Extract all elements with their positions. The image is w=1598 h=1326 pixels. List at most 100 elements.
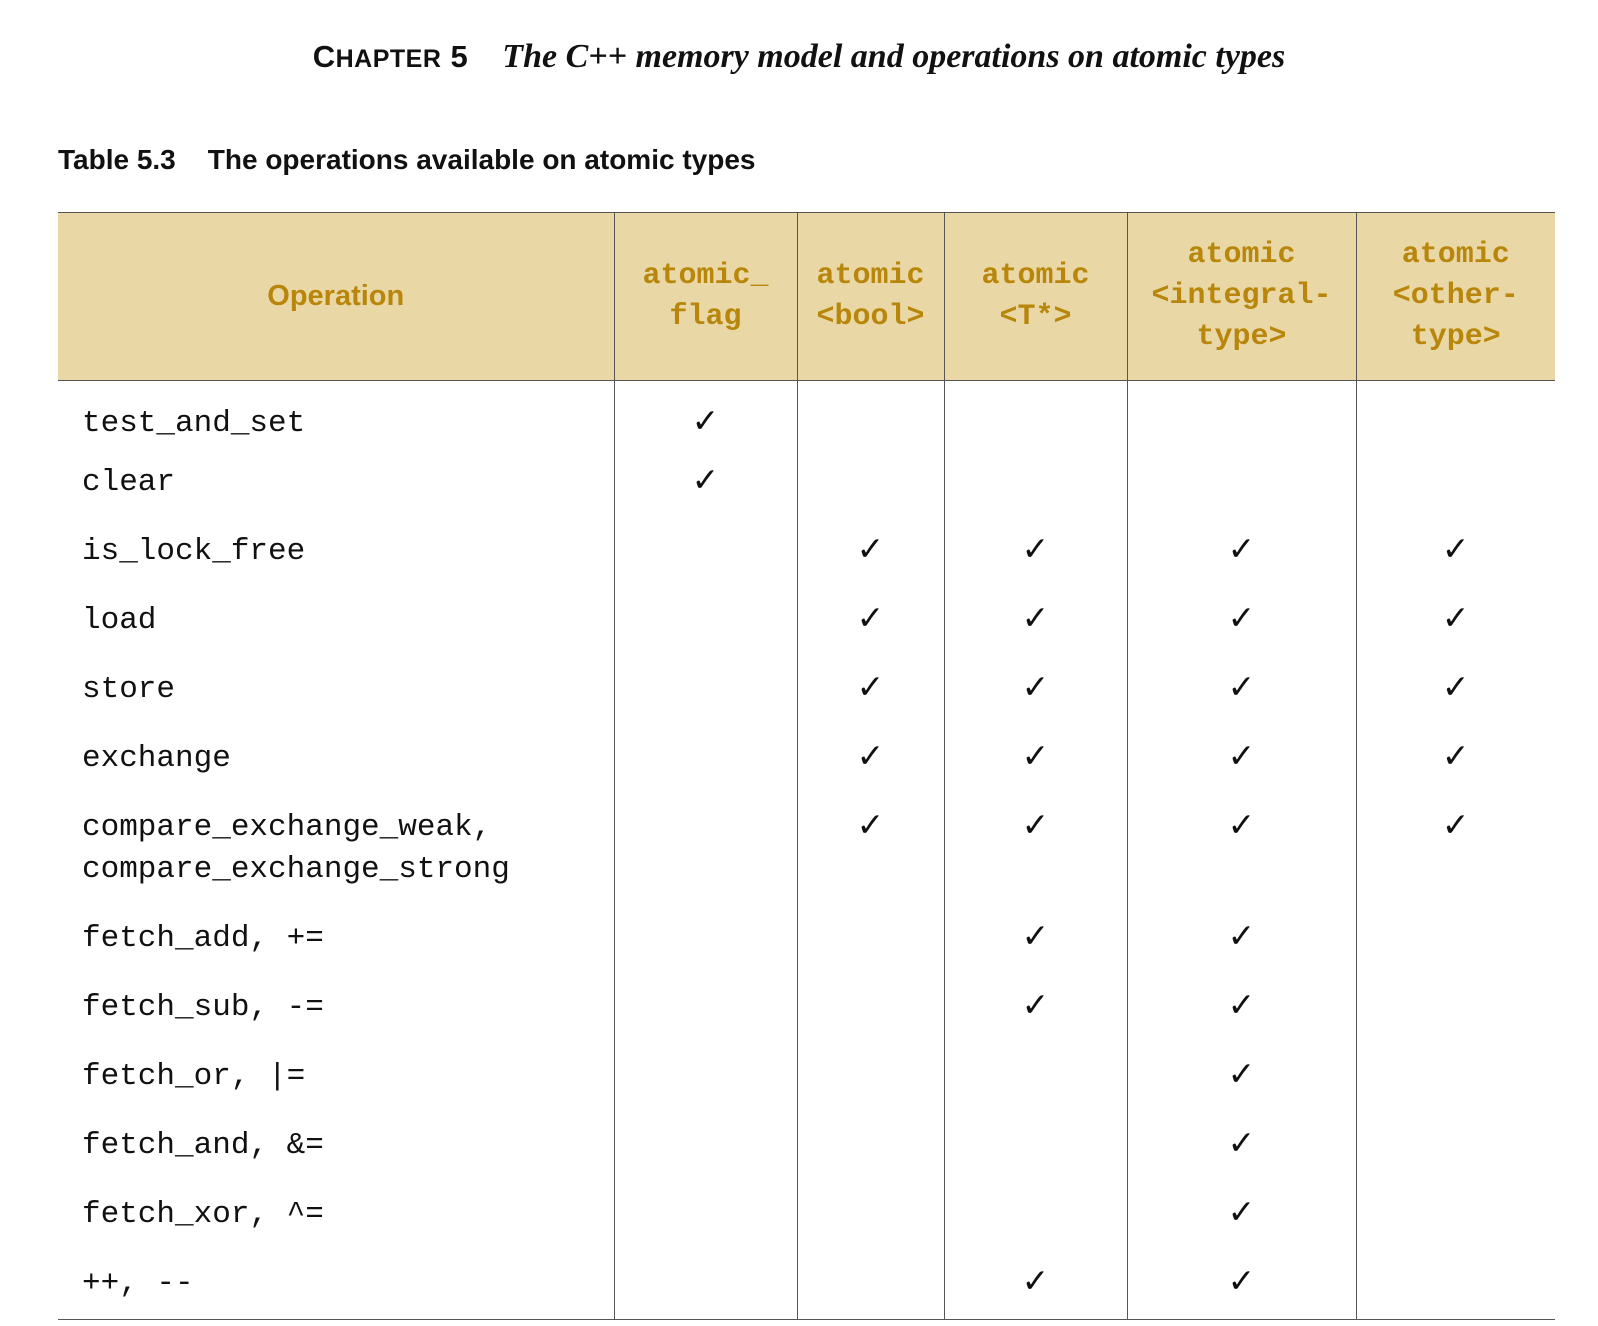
operation-cell: clear (58, 450, 614, 519)
check-mark-icon: ✓ (856, 597, 885, 637)
check-mark-icon: ✓ (1021, 1260, 1050, 1300)
support-cell-atomic-integral-type: ✓ (1126, 905, 1356, 975)
support-cell-atomic-integral-type: ✓ (1126, 794, 1356, 906)
check-mark-icon: ✓ (856, 666, 885, 706)
support-cell-atomic-bool: ✓ (796, 794, 944, 906)
support-cell-atomic-other-type (1355, 974, 1555, 1044)
support-cell-atomic-other-type (1355, 449, 1555, 519)
support-cell-atomic-pointer: ✓ (943, 725, 1127, 795)
check-mark-icon: ✓ (1021, 666, 1050, 706)
operation-name: load (82, 602, 157, 638)
table-caption: The operations available on atomic types (207, 144, 756, 175)
operation-cell: ++, -- (58, 1250, 614, 1320)
column-header-atomic-flag: atomic_ flag (613, 212, 797, 381)
support-cell-atomic-bool: ✓ (796, 656, 944, 726)
table-row: fetch_sub, -= ✓ ✓ (58, 974, 1555, 1044)
support-cell-atomic-integral-type: ✓ (1126, 725, 1356, 795)
support-cell-atomic-pointer (943, 1112, 1127, 1182)
support-cell-atomic-flag (613, 518, 797, 588)
check-mark-icon: ✓ (1441, 804, 1470, 844)
operation-cell: fetch_xor, ^= (58, 1182, 614, 1251)
check-mark-icon: ✓ (1021, 804, 1050, 844)
check-mark-icon: ✓ (1227, 597, 1256, 637)
support-cell-atomic-bool (796, 1181, 944, 1251)
table-row: fetch_and, &= ✓ (58, 1112, 1555, 1182)
check-mark-icon: ✓ (1227, 528, 1256, 568)
support-cell-atomic-other-type (1355, 1181, 1555, 1251)
support-cell-atomic-pointer: ✓ (943, 974, 1127, 1044)
support-cell-atomic-integral-type: ✓ (1126, 1112, 1356, 1182)
support-cell-atomic-bool: ✓ (796, 725, 944, 795)
support-cell-atomic-integral-type: ✓ (1126, 1250, 1356, 1320)
check-mark-icon: ✓ (691, 459, 720, 499)
chapter-number: 5 (450, 39, 469, 74)
column-header-atomic-integral-type: atomic <integral-type> (1126, 212, 1356, 381)
column-header-line: type> (1410, 320, 1501, 354)
support-cell-atomic-bool (796, 905, 944, 975)
support-cell-atomic-bool (796, 1112, 944, 1182)
table-row: test_and_set ✓ (58, 380, 1555, 450)
table-row: fetch_or, |= ✓ (58, 1043, 1555, 1113)
check-mark-icon: ✓ (1227, 984, 1256, 1024)
support-cell-atomic-integral-type: ✓ (1126, 587, 1356, 657)
operation-name: fetch_and, &= (82, 1127, 324, 1163)
column-header-line: <T*> (999, 299, 1072, 334)
support-cell-atomic-integral-type: ✓ (1126, 1181, 1356, 1251)
column-header-line: type> (1196, 320, 1287, 354)
check-mark-icon: ✓ (1227, 804, 1256, 844)
operation-name: fetch_xor, ^= (82, 1196, 324, 1232)
support-cell-atomic-bool (796, 974, 944, 1044)
support-cell-atomic-flag (613, 1250, 797, 1320)
column-header-line: Operation (267, 280, 405, 312)
operation-name: compare_exchange_weak, compare_exchange_… (82, 809, 510, 887)
support-cell-atomic-other-type: ✓ (1355, 725, 1555, 795)
support-cell-atomic-flag (613, 974, 797, 1044)
column-header-line: <other- (1392, 279, 1519, 313)
table-body: test_and_set ✓ clear ✓ is_lock_free ✓ ✓ ✓ ✓ load ✓… (58, 380, 1555, 1320)
support-cell-atomic-pointer (943, 449, 1127, 519)
support-cell-atomic-integral-type: ✓ (1126, 974, 1356, 1044)
operation-cell: store (58, 657, 614, 726)
table-row: store ✓ ✓ ✓ ✓ (58, 656, 1555, 726)
column-header-line: atomic_ (642, 258, 769, 293)
operation-name: store (82, 671, 176, 707)
check-mark-icon: ✓ (1227, 915, 1256, 955)
support-cell-atomic-flag (613, 725, 797, 795)
check-mark-icon: ✓ (1021, 984, 1050, 1024)
support-cell-atomic-pointer: ✓ (943, 905, 1127, 975)
support-cell-atomic-integral-type (1126, 380, 1356, 450)
check-mark-icon: ✓ (1227, 1260, 1256, 1300)
chapter-header: CHAPTER 5 The C++ memory model and operat… (0, 38, 1598, 76)
operation-name: exchange (82, 740, 231, 776)
operation-cell: fetch_or, |= (58, 1044, 614, 1113)
support-cell-atomic-flag: ✓ (613, 449, 797, 519)
table-row: exchange ✓ ✓ ✓ ✓ (58, 725, 1555, 795)
check-mark-icon: ✓ (1227, 1053, 1256, 1093)
support-cell-atomic-flag (613, 905, 797, 975)
table-row: is_lock_free ✓ ✓ ✓ ✓ (58, 518, 1555, 588)
check-mark-icon: ✓ (1227, 1191, 1256, 1231)
operation-name: fetch_or, |= (82, 1058, 306, 1094)
support-cell-atomic-pointer: ✓ (943, 587, 1127, 657)
support-cell-atomic-pointer (943, 380, 1127, 450)
operation-name: is_lock_free (82, 533, 306, 569)
operation-cell: compare_exchange_weak, compare_exchange_… (58, 795, 614, 906)
support-cell-atomic-other-type: ✓ (1355, 587, 1555, 657)
support-cell-atomic-flag (613, 587, 797, 657)
support-cell-atomic-flag (613, 1043, 797, 1113)
operation-cell: exchange (58, 726, 614, 795)
table-row: fetch_add, += ✓ ✓ (58, 905, 1555, 975)
chapter-label-rest: HAPTER (335, 45, 442, 73)
support-cell-atomic-bool: ✓ (796, 587, 944, 657)
table-row: fetch_xor, ^= ✓ (58, 1181, 1555, 1251)
operations-table: Operation atomic_ flag atomic <bool> atomic <T… (58, 212, 1555, 1320)
support-cell-atomic-integral-type (1126, 449, 1356, 519)
support-cell-atomic-integral-type: ✓ (1126, 656, 1356, 726)
table-header-row: Operation atomic_ flag atomic <bool> atomic <T… (58, 212, 1555, 381)
column-header-line: <integral- (1151, 279, 1332, 313)
operation-name: fetch_add, += (82, 920, 324, 956)
check-mark-icon: ✓ (1441, 597, 1470, 637)
support-cell-atomic-pointer: ✓ (943, 1250, 1127, 1320)
check-mark-icon: ✓ (1441, 666, 1470, 706)
support-cell-atomic-other-type: ✓ (1355, 518, 1555, 588)
